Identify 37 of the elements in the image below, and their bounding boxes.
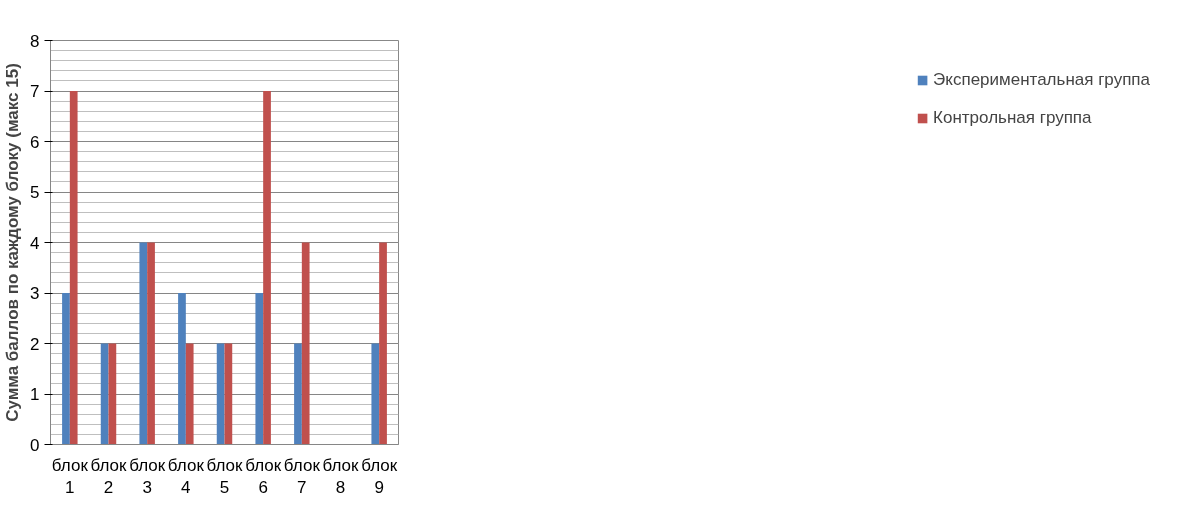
x-tick-label: блок 1 — [51, 455, 89, 498]
bar — [139, 242, 148, 445]
y-tick-label: 2 — [30, 334, 40, 354]
bar — [100, 343, 109, 445]
y-axis-title: Сумма баллов по каждому блоку (макс 15) — [3, 63, 23, 422]
bar — [185, 343, 194, 445]
bar — [224, 343, 233, 445]
bar — [108, 343, 117, 445]
bar — [371, 343, 380, 445]
y-tick-label: 4 — [30, 233, 40, 253]
legend-label: Экспериментальная группа — [933, 70, 1150, 90]
y-tick-label: 1 — [30, 385, 40, 404]
bar — [263, 91, 271, 445]
bar — [216, 343, 225, 445]
bar — [69, 91, 78, 445]
bar — [255, 293, 264, 445]
y-tick-label: 6 — [30, 132, 40, 152]
legend-label: Контрольная группа — [933, 108, 1092, 128]
x-tick-label: блок 5 — [206, 455, 244, 498]
bar — [294, 343, 302, 445]
bar — [301, 242, 310, 445]
x-tick-label: блок 9 — [361, 455, 398, 498]
x-tick-label: блок 7 — [283, 455, 321, 498]
bar — [62, 293, 70, 445]
x-tick-label: блок 3 — [129, 455, 166, 498]
y-tick-label: 5 — [30, 183, 40, 202]
bar — [147, 242, 155, 445]
bar — [178, 293, 186, 445]
bar — [379, 242, 387, 445]
y-tick-label: 0 — [30, 435, 40, 455]
x-tick-label: блок 2 — [90, 455, 128, 498]
y-tick-label: 7 — [30, 82, 40, 101]
x-tick-label: блок 4 — [167, 455, 205, 498]
y-tick-label: 8 — [30, 31, 40, 51]
y-tick-label: 3 — [30, 284, 40, 303]
x-tick-label: блок 6 — [245, 455, 282, 498]
x-tick-label: блок 8 — [322, 455, 360, 498]
